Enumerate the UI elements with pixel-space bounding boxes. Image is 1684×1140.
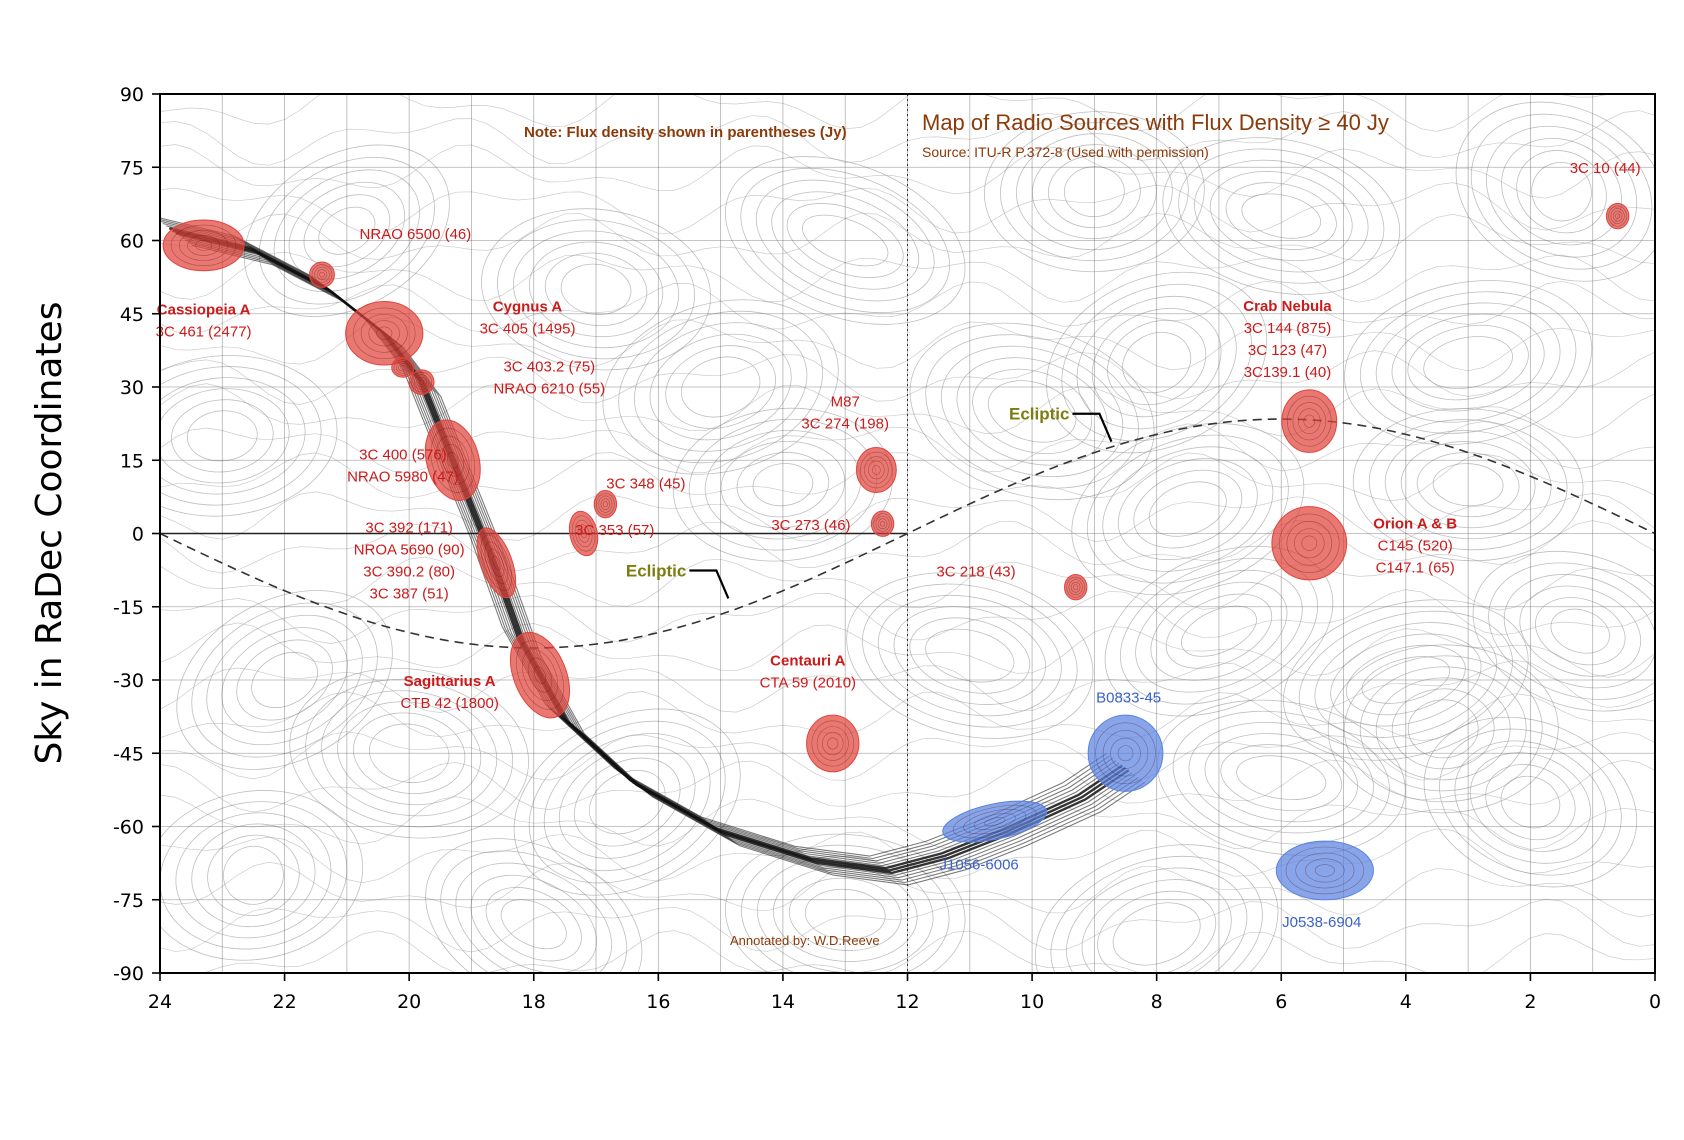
x-tick-label: 14 — [771, 991, 795, 1013]
ecliptic-curve — [160, 418, 1655, 649]
source-label-line: NRAO 6500 (46) — [360, 226, 472, 243]
y-axis-label: Sky in RaDec Coordinates — [29, 302, 70, 765]
source-label-line: 3C 274 (198) — [801, 416, 889, 433]
y-axis: 90 75 60 45 30 15 0 -15 -30 -45 -60 -75 -90 — [113, 84, 160, 985]
source-label-line: 3C 10 (44) — [1570, 160, 1641, 177]
y-tick-label: 90 — [120, 84, 144, 106]
x-tick-label: 16 — [646, 991, 670, 1013]
source-j0538 — [1275, 840, 1374, 901]
x-tick-label: 10 — [1020, 991, 1044, 1013]
y-tick-label: -45 — [113, 743, 144, 765]
source-label-line: CTB 42 (1800) — [400, 695, 498, 712]
source-m87 — [855, 447, 897, 493]
source-3c353 — [568, 510, 599, 557]
y-tick-label: 75 — [120, 157, 144, 179]
source-nrao6210 — [408, 369, 435, 395]
y-tick-label: 60 — [120, 231, 144, 253]
source-label-line: B0833-45 — [1096, 689, 1161, 706]
source-label-line: NRAO 5980 (47) — [347, 468, 459, 485]
source-cygnus — [345, 301, 424, 366]
ecliptic-pointer — [1072, 412, 1113, 443]
chart-subtitle: Source: ITU-R P.372-8 (Used with permiss… — [922, 144, 1209, 160]
y-tick-label: 45 — [120, 304, 144, 326]
source-label-line: 3C 390.2 (80) — [363, 564, 455, 581]
x-tick-label: 8 — [1151, 991, 1163, 1013]
x-tick-label: 0 — [1649, 991, 1661, 1013]
source-b0833 — [1087, 714, 1164, 792]
source-label-line: Centauri A — [770, 652, 845, 669]
ecliptic-label: Ecliptic — [626, 561, 686, 580]
flux-note: Note: Flux density shown in parentheses … — [524, 124, 847, 141]
x-tick-label: 6 — [1275, 991, 1287, 1013]
source-label-line: Crab Nebula — [1243, 298, 1332, 315]
source-3c218 — [1063, 574, 1088, 601]
source-label-line: 3C 144 (875) — [1244, 320, 1332, 337]
x-tick-label: 2 — [1524, 991, 1536, 1013]
source-label-line: 3C139.1 (40) — [1244, 364, 1332, 381]
x-axis: 24 22 20 18 16 14 12 10 8 6 4 2 0 — [148, 973, 1661, 1013]
x-tick-label: 22 — [272, 991, 296, 1013]
source-cassiopeia — [162, 219, 245, 272]
source-label-line: Cassiopeia A — [157, 302, 251, 319]
source-j1056 — [942, 800, 1048, 843]
y-tick-label: -75 — [113, 890, 144, 912]
y-tick-label: 15 — [120, 450, 144, 472]
x-tick-label: 12 — [895, 991, 919, 1013]
source-label-line: J0538-6904 — [1282, 914, 1361, 931]
source-label-line: 3C 461 (2477) — [156, 324, 252, 341]
y-tick-label: 30 — [120, 377, 144, 399]
y-tick-label: -60 — [113, 817, 144, 839]
source-sagittarius — [509, 631, 571, 719]
source-label-line: 3C 387 (51) — [370, 586, 449, 603]
source-label-line: M87 — [831, 394, 860, 411]
source-label-line: 3C 403.2 (75) — [503, 358, 595, 375]
y-tick-label: -90 — [113, 963, 144, 985]
y-tick-label: 0 — [132, 524, 144, 546]
ecliptic-label: Ecliptic — [1009, 405, 1069, 424]
source-3c273 — [870, 510, 895, 537]
chart-title: Map of Radio Sources with Flux Density ≥… — [922, 110, 1389, 135]
source-label-line: Cygnus A — [493, 298, 563, 315]
source-label-line: J1056-6006 — [940, 856, 1019, 873]
x-tick-label: 4 — [1400, 991, 1412, 1013]
source-label-line: 3C 353 (57) — [575, 522, 654, 539]
source-3c348 — [593, 490, 618, 519]
source-label-line: NROA 5690 (90) — [354, 542, 465, 559]
ecliptic-pointer — [689, 569, 730, 599]
source-label-line: 3C 218 (43) — [936, 563, 1015, 580]
source-3c392 — [476, 527, 517, 599]
source-label-line: 3C 273 (46) — [771, 517, 850, 534]
source-labels: Cassiopeia A 3C 461 (2477) NRAO 6500 (46) C… — [156, 160, 1641, 931]
source-crab — [1281, 389, 1338, 453]
source-centaurus — [806, 714, 860, 773]
source-label-line: NRAO 6210 (55) — [493, 380, 605, 397]
y-tick-label: -30 — [113, 670, 144, 692]
source-3c4032 — [391, 357, 415, 378]
ecliptic-labels: Ecliptic Ecliptic — [626, 405, 1113, 599]
x-tick-label: 24 — [148, 991, 172, 1013]
credit-annotation: Annotated by: W.D.Reeve — [730, 933, 880, 948]
source-label-line: C145 (520) — [1378, 538, 1453, 555]
source-3c10 — [1605, 202, 1630, 230]
y-tick-label: -15 — [113, 597, 144, 619]
source-label-line: Sagittarius A — [404, 673, 496, 690]
source-label-line: 3C 392 (171) — [365, 520, 453, 537]
source-label-line: CTA 59 (2010) — [760, 674, 856, 691]
source-orion — [1271, 506, 1348, 581]
source-label-line: C147.1 (65) — [1376, 560, 1455, 577]
source-label-line: 3C 400 (576) — [359, 446, 447, 463]
x-tick-label: 18 — [522, 991, 546, 1013]
source-label-line: 3C 405 (1495) — [480, 320, 576, 337]
x-tick-label: 20 — [397, 991, 421, 1013]
source-label-line: Orion A & B — [1373, 516, 1457, 533]
grid-lines — [160, 94, 1655, 973]
source-3c400 — [424, 419, 481, 501]
source-nrao6500 — [309, 261, 335, 288]
radio-sources — [162, 202, 1630, 901]
source-label-line: 3C 348 (45) — [606, 476, 685, 493]
source-label-line: 3C 123 (47) — [1248, 342, 1327, 359]
